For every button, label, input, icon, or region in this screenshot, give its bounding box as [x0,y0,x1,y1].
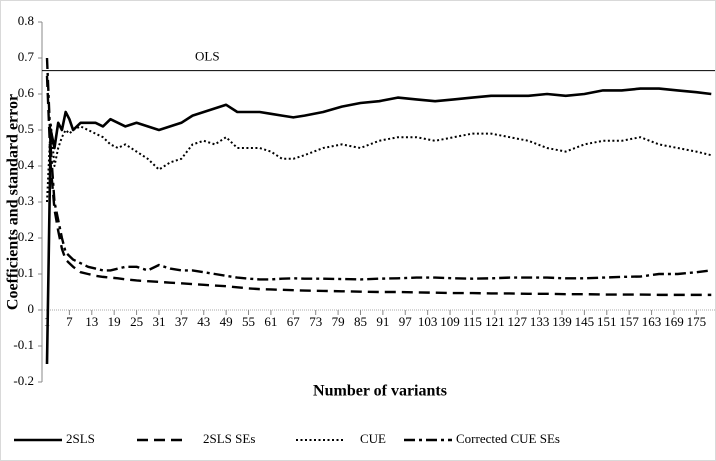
legend-label: 2SLS SEs [203,431,255,446]
x-tick-label: 109 [440,314,460,329]
x-tick-label: 31 [152,314,165,329]
x-tick-label: 91 [376,314,389,329]
y-tick-label: 0.5 [18,121,34,136]
x-tick-label: 19 [108,314,121,329]
x-tick-label: 37 [175,314,189,329]
x-tick-label: 67 [287,314,301,329]
series-line [45,75,712,297]
x-tick-label: 55 [242,314,255,329]
x-tick-label: 151 [597,314,617,329]
x-tick-label: 139 [552,314,572,329]
legend-label: 2SLS [66,431,95,446]
y-tick-label: 0.1 [18,265,34,280]
x-tick-label: 85 [354,314,367,329]
x-tick-label: 13 [85,314,98,329]
y-tick-label: 0.4 [18,157,35,172]
x-tick-label: 127 [507,314,527,329]
series-line [45,87,712,365]
legend-label: Corrected CUE SEs [456,431,560,446]
x-tick-label: 169 [664,314,684,329]
y-tick-label: -0.1 [13,337,34,352]
y-tick-label: 0.8 [18,13,34,28]
x-tick-label: 73 [309,314,322,329]
x-tick-label: 121 [485,314,505,329]
y-tick-label: -0.2 [13,373,34,388]
ols-label: OLS [195,49,220,64]
legend-label: CUE [360,431,386,446]
x-axis-title: Number of variants [313,383,447,400]
x-tick-label: 79 [332,314,345,329]
y-tick-label: 0.2 [18,229,34,244]
y-tick-label: 0.3 [18,193,34,208]
x-tick-label: 7 [66,314,73,329]
x-tick-label: 157 [619,314,639,329]
x-tick-label: 49 [220,314,233,329]
x-tick-label: 43 [197,314,210,329]
x-tick-label: 61 [264,314,277,329]
x-tick-label: 175 [687,314,707,329]
y-tick-label: 0.7 [18,49,35,64]
y-tick-label: 0.6 [18,85,35,100]
x-tick-label: 25 [130,314,143,329]
x-tick-label: 115 [463,314,482,329]
x-tick-label: 103 [418,314,438,329]
x-tick-label: 145 [575,314,595,329]
x-tick-label: 163 [642,314,662,329]
x-tick-label: 97 [399,314,413,329]
x-tick-label: 133 [530,314,550,329]
y-axis-title: Coefficients and standard error [5,94,22,310]
y-tick-label: 0 [28,301,35,316]
series-line [46,121,712,203]
series-line [45,57,712,281]
